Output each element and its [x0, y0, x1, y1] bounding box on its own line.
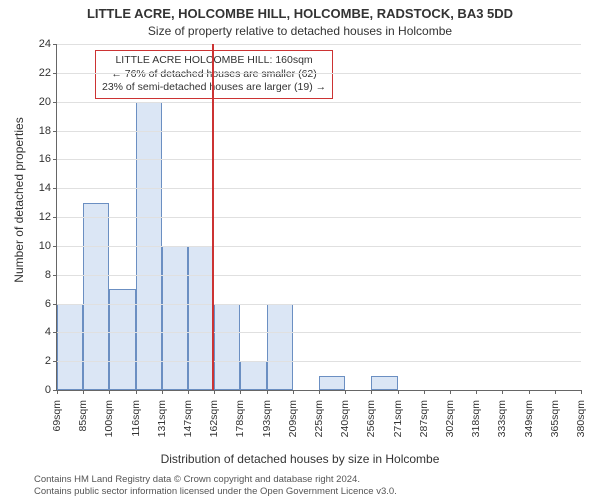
reference-line	[212, 44, 214, 390]
xtick-mark	[555, 390, 556, 394]
bar	[319, 376, 345, 390]
xtick-label: 318sqm	[470, 396, 482, 437]
gridline-h	[57, 73, 581, 74]
xtick-mark	[371, 390, 372, 394]
gridline-h	[57, 44, 581, 45]
y-axis-label: Number of detached properties	[12, 50, 26, 350]
xtick-mark	[57, 390, 58, 394]
xtick-mark	[581, 390, 582, 394]
xtick-mark	[162, 390, 163, 394]
xtick-label: 349sqm	[523, 396, 535, 437]
xtick-label: 380sqm	[575, 396, 587, 437]
gridline-h	[57, 304, 581, 305]
footer-line1: Contains HM Land Registry data © Crown c…	[34, 474, 397, 486]
xtick-label: 193sqm	[261, 396, 273, 437]
bar	[267, 304, 293, 391]
xtick-label: 85sqm	[77, 396, 89, 432]
xtick-mark	[214, 390, 215, 394]
bar	[57, 304, 83, 391]
chart-title-secondary: Size of property relative to detached ho…	[0, 24, 600, 38]
xtick-label: 69sqm	[51, 396, 63, 432]
xtick-label: 100sqm	[103, 396, 115, 437]
xtick-label: 147sqm	[182, 396, 194, 437]
xtick-label: 256sqm	[365, 396, 377, 437]
ytick-label: 16	[39, 153, 57, 165]
ytick-label: 20	[39, 96, 57, 108]
xtick-label: 333sqm	[496, 396, 508, 437]
xtick-mark	[450, 390, 451, 394]
xtick-mark	[424, 390, 425, 394]
xtick-label: 162sqm	[208, 396, 220, 437]
chart-container: LITTLE ACRE, HOLCOMBE HILL, HOLCOMBE, RA…	[0, 0, 600, 500]
xtick-label: 178sqm	[234, 396, 246, 437]
bar	[188, 246, 214, 390]
xtick-label: 209sqm	[287, 396, 299, 437]
bar	[214, 304, 240, 391]
bar	[162, 246, 188, 390]
gridline-h	[57, 102, 581, 103]
ytick-label: 18	[39, 125, 57, 137]
xtick-mark	[267, 390, 268, 394]
xtick-mark	[240, 390, 241, 394]
gridline-h	[57, 246, 581, 247]
xtick-mark	[476, 390, 477, 394]
gridline-h	[57, 275, 581, 276]
ytick-label: 12	[39, 211, 57, 223]
ytick-label: 0	[45, 384, 57, 396]
ytick-label: 6	[45, 298, 57, 310]
gridline-h	[57, 332, 581, 333]
ytick-label: 24	[39, 38, 57, 50]
xtick-mark	[345, 390, 346, 394]
gridline-h	[57, 217, 581, 218]
xtick-mark	[398, 390, 399, 394]
x-axis-label: Distribution of detached houses by size …	[0, 452, 600, 466]
xtick-mark	[136, 390, 137, 394]
xtick-label: 271sqm	[392, 396, 404, 437]
gridline-h	[57, 361, 581, 362]
xtick-label: 116sqm	[130, 396, 142, 437]
bar	[371, 376, 397, 390]
xtick-label: 225sqm	[313, 396, 325, 437]
xtick-label: 302sqm	[444, 396, 456, 437]
footer-line2: Contains public sector information licen…	[34, 486, 397, 498]
ytick-label: 4	[45, 326, 57, 338]
ytick-label: 22	[39, 67, 57, 79]
xtick-mark	[319, 390, 320, 394]
plot-area: LITTLE ACRE HOLCOMBE HILL: 160sqm ← 76% …	[56, 44, 581, 391]
ytick-label: 10	[39, 240, 57, 252]
ytick-label: 14	[39, 182, 57, 194]
xtick-mark	[109, 390, 110, 394]
gridline-h	[57, 188, 581, 189]
gridline-h	[57, 159, 581, 160]
xtick-mark	[502, 390, 503, 394]
xtick-label: 365sqm	[549, 396, 561, 437]
ytick-label: 2	[45, 355, 57, 367]
xtick-mark	[293, 390, 294, 394]
footer-attribution: Contains HM Land Registry data © Crown c…	[34, 474, 397, 498]
chart-title-primary: LITTLE ACRE, HOLCOMBE HILL, HOLCOMBE, RA…	[0, 6, 600, 21]
ytick-label: 8	[45, 269, 57, 281]
xtick-mark	[188, 390, 189, 394]
gridline-h	[57, 131, 581, 132]
xtick-mark	[529, 390, 530, 394]
bar	[240, 361, 266, 390]
xtick-label: 131sqm	[156, 396, 168, 437]
xtick-mark	[83, 390, 84, 394]
xtick-label: 287sqm	[418, 396, 430, 437]
xtick-label: 240sqm	[339, 396, 351, 437]
